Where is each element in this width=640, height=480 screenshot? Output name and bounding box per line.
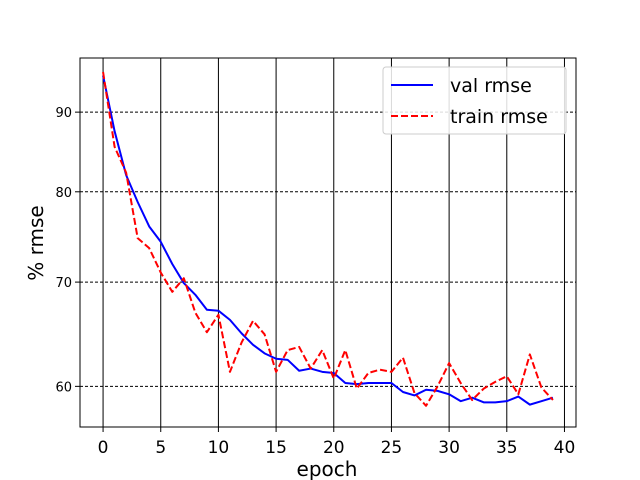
x-tick-label: 35 — [496, 438, 518, 458]
y-tick-label: 90 — [55, 106, 72, 121]
x-tick-label: 20 — [323, 438, 345, 458]
series-line-train-rmse — [102, 71, 554, 407]
y-tick-label: 60 — [55, 380, 72, 395]
x-tick-label: 15 — [265, 438, 287, 458]
y-tick-label: 70 — [55, 276, 72, 291]
x-tick-label: 30 — [438, 438, 460, 458]
x-tick-label: 0 — [98, 438, 109, 458]
legend-label-val-rmse: val rmse — [450, 75, 532, 97]
y-axis-label: % rmse — [24, 205, 48, 280]
x-tick-label: 40 — [554, 438, 576, 458]
legend-box — [382, 66, 567, 135]
x-tick-label: 5 — [155, 438, 166, 458]
y-tick-label: 80 — [55, 186, 72, 201]
ticks: 0 5 10 15 20 25 30 35 40 60 70 80 90 — [55, 106, 575, 458]
series-line-val-rmse — [102, 75, 554, 406]
x-tick-label: 10 — [208, 438, 230, 458]
legend: val rmse train rmse — [382, 66, 567, 135]
plot-frame — [79, 57, 577, 428]
x-tick-label: 25 — [381, 438, 403, 458]
legend-label-train-rmse: train rmse — [450, 106, 548, 128]
x-axis-label: epoch — [297, 457, 358, 480]
series-lines — [102, 71, 554, 407]
